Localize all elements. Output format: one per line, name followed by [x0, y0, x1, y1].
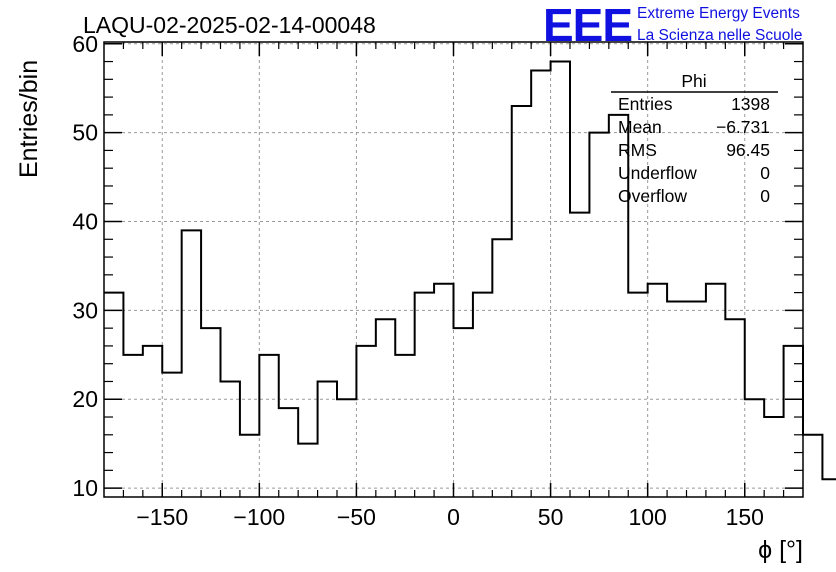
histogram-bin — [687, 301, 706, 497]
histogram-bin — [648, 284, 667, 497]
x-tick-label: 100 — [628, 504, 666, 530]
histogram-bin — [473, 293, 492, 497]
y-tick-label: 30 — [72, 297, 98, 323]
stats-label: RMS — [618, 140, 657, 160]
eee-logo: EEE Extreme Energy Events La Scienza nel… — [543, 0, 802, 51]
histogram-bin — [512, 106, 531, 497]
x-tick-label: 150 — [726, 504, 764, 530]
histogram-bin — [706, 284, 725, 497]
stats-value: 96.45 — [726, 140, 770, 160]
histogram-bin — [240, 435, 259, 497]
histogram-bin — [415, 293, 434, 497]
x-tick-label: −150 — [136, 504, 188, 530]
y-tick-label: 50 — [72, 120, 98, 146]
histogram-bin — [201, 328, 220, 497]
y-tick-label: 60 — [72, 31, 98, 57]
histogram-bin — [337, 399, 356, 497]
histogram-bin — [259, 355, 278, 497]
histogram-bin — [395, 355, 414, 497]
axis-ticks — [104, 42, 803, 497]
histogram-bin — [162, 373, 181, 497]
stats-label: Underflow — [618, 163, 697, 183]
histogram-outline — [104, 60, 836, 481]
histogram-bin — [745, 399, 764, 497]
histogram-bin — [667, 301, 686, 497]
histogram-bin — [725, 319, 744, 497]
x-tick-label: −50 — [337, 504, 376, 530]
histogram-bin — [182, 230, 201, 497]
stats-value: −6.731 — [716, 117, 770, 137]
histogram-bin — [279, 408, 298, 497]
histogram-bin — [454, 328, 473, 497]
histogram-bin — [123, 355, 142, 497]
histogram-bin — [298, 444, 317, 497]
stats-value: 0 — [760, 186, 770, 206]
histogram-bin — [784, 346, 803, 497]
histogram-bin — [551, 62, 570, 497]
histogram-bin — [764, 417, 783, 497]
y-tick-label: 10 — [72, 475, 98, 501]
plot-frame — [103, 41, 804, 498]
histogram-bin — [221, 381, 240, 497]
x-tick-label: −100 — [233, 504, 285, 530]
stats-label: Entries — [618, 94, 673, 114]
histogram-bin — [628, 293, 647, 497]
stats-rows: Entries 1398 Mean −6.731 RMS 96.45 Underflow 0 O… — [618, 94, 770, 206]
stats-label: Overflow — [618, 186, 687, 206]
stats-value: 0 — [760, 163, 770, 183]
histogram-bin — [104, 293, 123, 497]
histogram-bin — [803, 435, 822, 497]
x-tick-label: 0 — [447, 504, 460, 530]
eee-logo-line1: Extreme Energy Events — [637, 5, 800, 22]
stats-box: Phi Entries 1398 Mean −6.731 RMS 96.45 Underfl… — [611, 71, 778, 206]
histogram-bin — [434, 284, 453, 497]
histogram-bin — [376, 319, 395, 497]
y-tick-label: 20 — [72, 386, 98, 412]
stats-value: 1398 — [731, 94, 770, 114]
chart-title: LAQU-02-2025-02-14-00048 — [83, 12, 376, 38]
histogram-bin — [318, 381, 337, 497]
x-axis-title: ϕ [°] — [758, 536, 803, 564]
y-tick-label: 40 — [72, 209, 98, 235]
histogram-bin — [356, 346, 375, 497]
histogram-bin — [822, 479, 836, 497]
histogram-bin — [143, 346, 162, 497]
stats-title: Phi — [681, 71, 706, 91]
stats-label: Mean — [618, 117, 662, 137]
histogram-bin — [570, 213, 589, 497]
eee-logo-line2: La Scienza nelle Scuole — [637, 27, 802, 44]
tick-labels: −150 −100 −50 0 50 100 150 10 20 30 40 50 60 — [72, 31, 764, 530]
histogram-bin — [589, 133, 608, 497]
x-tick-label: 50 — [538, 504, 564, 530]
histogram-bin — [492, 239, 511, 497]
histogram-bin — [531, 70, 550, 497]
y-axis-title: Entries/bin — [15, 60, 43, 178]
